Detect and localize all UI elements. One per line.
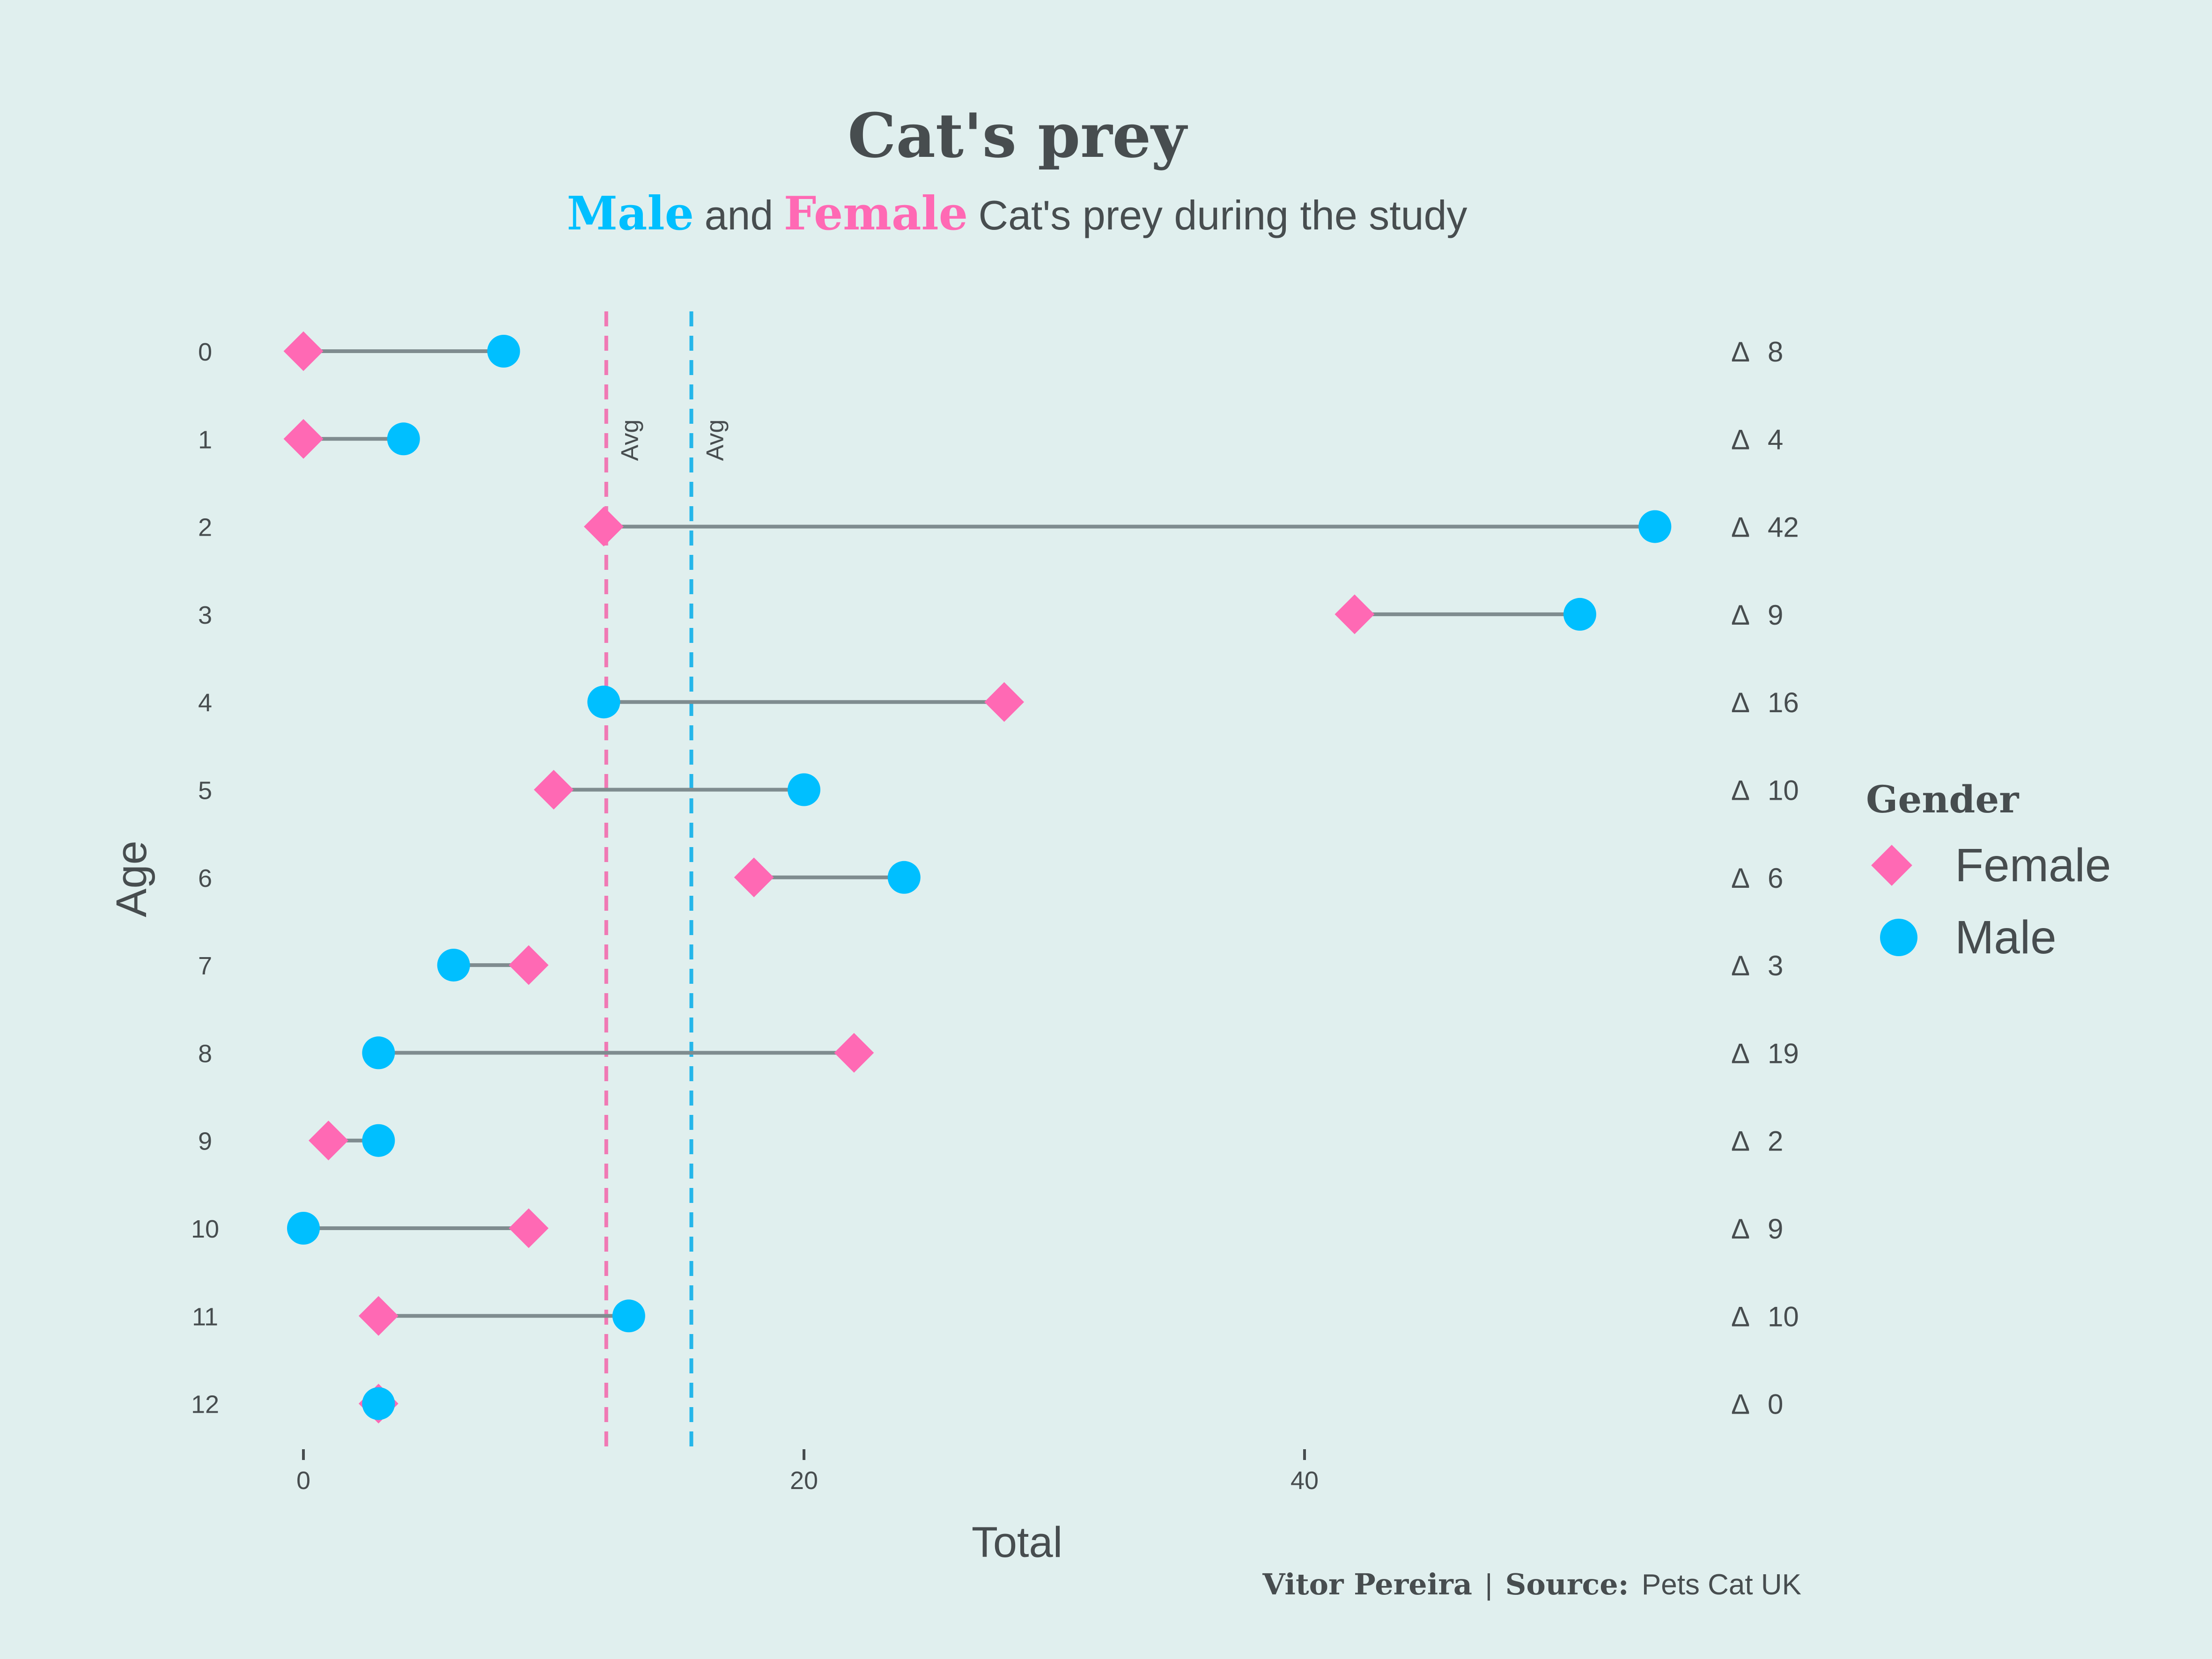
delta-symbol-age-1: Δ [1731,424,1750,455]
point-male-age-1 [387,422,420,456]
point-male-age-3 [1563,597,1596,631]
x-tick-label-40: 40 [1290,1467,1319,1495]
delta-value-age-3: 9 [1768,599,1783,631]
legend-female-label: Female [1955,839,2111,892]
point-female-age-7 [509,945,549,985]
point-female-age-4 [984,682,1025,722]
point-female-age-3 [1335,594,1375,634]
caption-author: Vitor Pereira [1262,1567,1472,1601]
caption-source: Pets Cat UK [1642,1569,1801,1601]
point-male-age-2 [1638,510,1672,543]
delta-value-age-12: 0 [1768,1389,1783,1420]
y-tick-label-8: 8 [198,1040,212,1068]
delta-value-age-9: 2 [1768,1126,1783,1157]
x-axis-ticks: 0 20 40 [296,1449,1319,1495]
point-male-age-4 [587,686,620,719]
point-male-age-5 [788,773,820,806]
y-tick-label-11: 11 [192,1303,218,1331]
delta-value-age-7: 3 [1768,950,1783,981]
delta-value-age-2: 42 [1768,512,1799,543]
delta-value-age-4: 16 [1768,687,1799,718]
delta-symbol-age-12: Δ [1731,1389,1750,1420]
delta-symbol-age-5: Δ [1731,775,1750,806]
delta-symbol-age-2: Δ [1731,512,1750,543]
y-axis-label: Age [108,841,155,917]
delta-labels: Δ 8Δ 4Δ 42Δ 9Δ 16Δ 10Δ 6Δ 3Δ 19Δ 2Δ 9Δ 10Δ 0 [1731,336,1799,1420]
delta-symbol-age-4: Δ [1731,687,1750,718]
x-tick-label-0: 0 [296,1467,310,1495]
delta-value-age-11: 10 [1768,1301,1799,1332]
avg-label-female: Avg [617,420,644,461]
y-tick-label-4: 4 [198,689,212,717]
x-axis-label: Total [972,1519,1062,1566]
point-female-age-1 [283,419,324,459]
y-tick-label-10: 10 [191,1215,219,1243]
legend-female-marker [1871,845,1912,886]
point-female-age-8 [834,1032,874,1073]
caption-source-label: Source: [1505,1567,1629,1601]
delta-symbol-age-10: Δ [1731,1213,1750,1245]
legend-male-marker [1880,919,1917,956]
point-male-age-0 [487,335,520,368]
average-lines: Avg Avg [604,311,729,1452]
delta-value-age-8: 19 [1768,1038,1799,1069]
caption-separator: | [1485,1569,1492,1601]
y-tick-label-5: 5 [198,777,212,805]
delta-symbol-age-7: Δ [1731,950,1750,981]
chart-title: Cat's prey [848,100,1188,171]
point-female-age-10 [509,1208,549,1248]
y-tick-label-12: 12 [191,1391,219,1419]
delta-symbol-age-8: Δ [1731,1038,1750,1069]
subtitle-and-word: and [704,192,773,238]
point-male-age-6 [887,861,921,894]
dumbbell-segments [303,349,1655,1318]
point-female-age-0 [283,331,324,371]
subtitle-rest: Cat's prey during the study [979,192,1467,238]
delta-symbol-age-6: Δ [1731,863,1750,894]
delta-symbol-age-9: Δ [1731,1126,1750,1157]
x-tick-label-20: 20 [790,1467,818,1495]
y-tick-label-1: 1 [198,426,212,454]
avg-label-male: Avg [701,420,729,461]
subtitle-female-word: Female [784,187,968,241]
y-tick-label-3: 3 [198,601,212,629]
delta-value-age-0: 8 [1768,336,1783,368]
legend: Gender Female Male [1866,777,2111,964]
subtitle-male-word: Male [567,187,694,241]
point-male-age-8 [362,1036,395,1069]
point-male-age-7 [437,949,470,982]
point-female-age-9 [309,1121,348,1161]
chart-subtitle: Male and Female Cat's prey during the st… [567,187,1467,241]
delta-symbol-age-3: Δ [1731,599,1750,631]
point-male-age-10 [287,1212,320,1245]
delta-symbol-age-0: Δ [1731,336,1750,368]
caption: Vitor Pereira | Source: Pets Cat UK [1262,1567,1801,1601]
y-tick-label-2: 2 [198,514,212,542]
delta-value-age-1: 4 [1768,424,1783,455]
y-tick-label-9: 9 [198,1128,212,1156]
y-tick-label-0: 0 [198,338,212,366]
point-male-age-12 [362,1387,395,1420]
point-male-age-9 [362,1124,395,1157]
delta-value-age-10: 9 [1768,1213,1783,1245]
delta-symbol-age-11: Δ [1731,1301,1750,1332]
y-tick-label-6: 6 [198,864,212,892]
y-tick-label-7: 7 [198,952,212,980]
delta-value-age-6: 6 [1768,863,1783,894]
point-male-age-11 [612,1299,645,1333]
legend-male-label: Male [1955,911,2057,964]
delta-value-age-5: 10 [1768,775,1799,806]
point-female-age-11 [358,1296,398,1336]
legend-title: Gender [1866,777,2019,821]
